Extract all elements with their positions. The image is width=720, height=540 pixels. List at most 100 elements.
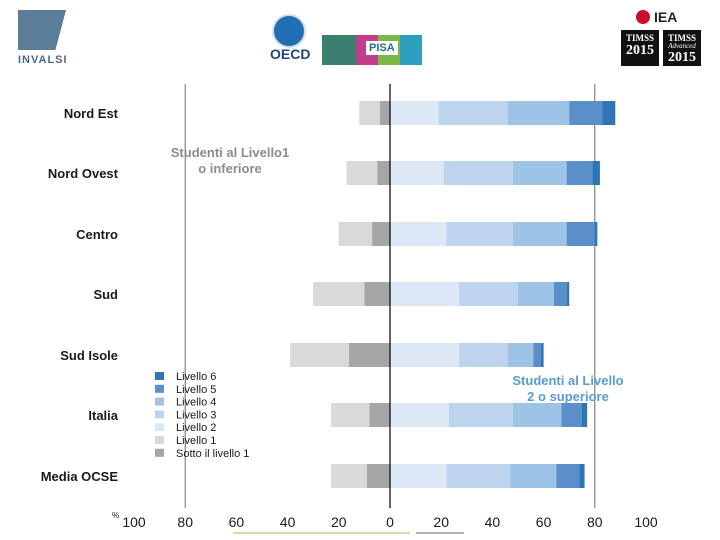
bar-segment — [448, 403, 513, 427]
category-label: Nord Est — [64, 106, 119, 121]
bar-segment — [379, 101, 390, 125]
iea-logo: IEA — [636, 8, 696, 28]
x-tick-label: 100 — [122, 514, 146, 530]
timss-badge-year: 2015 — [668, 50, 696, 65]
category-label: Centro — [76, 227, 118, 242]
bar-segment — [377, 161, 390, 185]
bar-segment — [369, 403, 390, 427]
bar-segment — [579, 464, 585, 488]
bar-segment — [510, 464, 557, 488]
bar-segment — [594, 222, 598, 246]
legend-label: Livello 6 — [176, 371, 216, 383]
oecd-globe-icon — [272, 14, 306, 48]
bar-segment — [390, 343, 460, 367]
bar-segment — [459, 343, 508, 367]
bar-segment — [512, 161, 567, 185]
bar-segment — [349, 343, 390, 367]
bar-segment — [331, 403, 370, 427]
bar-segment — [346, 161, 378, 185]
annotation-left-line: Studenti al Livello1 — [171, 145, 289, 160]
legend-label: Livello 3 — [176, 409, 216, 421]
bar-segment — [438, 101, 508, 125]
legend-swatch — [155, 423, 164, 432]
legend-label: Livello 2 — [176, 422, 216, 434]
bar-segment — [592, 161, 600, 185]
legend-label: Livello 1 — [176, 435, 216, 447]
bar-segment — [566, 282, 570, 306]
bar-segment — [331, 464, 367, 488]
bar-segment — [390, 464, 447, 488]
bar-segment — [569, 101, 603, 125]
oecd-logo: OECD — [268, 14, 324, 66]
bar-segment — [364, 282, 390, 306]
x-tick-label: 40 — [280, 514, 296, 530]
timss-badge-year: 2015 — [626, 43, 654, 58]
bar-segment — [512, 222, 567, 246]
bar-segment — [446, 222, 513, 246]
x-tick-label: 80 — [177, 514, 193, 530]
pisa-logo-text: PISA — [366, 41, 398, 55]
timss-advanced-2015-badge: TIMSS Advanced 2015 — [663, 30, 701, 66]
legend-swatch — [155, 384, 164, 393]
bar-segment — [390, 161, 444, 185]
bar-segment — [366, 464, 390, 488]
iea-logo-icon — [636, 10, 650, 24]
header: INVALSI OECD PISA IEA TIMSS 2015 TIMSS A… — [0, 0, 720, 80]
bar-segment — [582, 403, 588, 427]
bar-segment — [443, 161, 513, 185]
category-label: Sud Isole — [60, 348, 118, 363]
timss-badge-title: TIMSS — [625, 33, 654, 43]
timss-badge-title: TIMSS — [667, 33, 696, 43]
bar-segment — [556, 464, 580, 488]
oecd-logo-text: OECD — [270, 46, 311, 62]
bar-segment — [313, 282, 365, 306]
bar-segment — [390, 222, 447, 246]
bar-segment — [507, 101, 570, 125]
legend-swatch — [155, 436, 164, 444]
timss-badge-subtitle: Advanced — [668, 42, 696, 50]
bar-segment — [566, 161, 593, 185]
annotation-right-line: 2 o superiore — [527, 389, 609, 404]
timss-2015-badge: TIMSS 2015 — [621, 30, 659, 66]
bar-segment — [566, 222, 595, 246]
legend-swatch — [155, 372, 164, 380]
x-tick-label: 100 — [634, 514, 658, 530]
bar-segment — [459, 282, 518, 306]
bar-segment — [602, 101, 616, 125]
bar-segment — [372, 222, 390, 246]
bar-segment — [359, 101, 380, 125]
bar-segment — [553, 282, 567, 306]
legend-swatch — [155, 448, 164, 457]
x-tick-label: 60 — [536, 514, 552, 530]
category-label: Sud — [93, 287, 118, 302]
bar-segment — [507, 343, 534, 367]
bar-segment — [533, 343, 542, 367]
bar-segment — [512, 403, 562, 427]
x-tick-label: 20 — [331, 514, 347, 530]
category-label: Nord Ovest — [48, 166, 119, 181]
bar-segment — [518, 282, 554, 306]
legend-label: Livello 4 — [176, 397, 216, 409]
bar-segment — [338, 222, 373, 246]
x-tick-label: 40 — [485, 514, 501, 530]
bar-segment — [446, 464, 511, 488]
pisa-logo-block — [400, 35, 422, 65]
annotation-left-line: o inferiore — [198, 161, 262, 176]
invalsi-logo-text: INVALSI — [18, 54, 68, 66]
pisa-logo-block — [322, 35, 356, 65]
x-tick-label: 80 — [587, 514, 603, 530]
annotation-right-line: Studenti al Livello — [512, 373, 623, 388]
bar-segment — [390, 101, 439, 125]
legend-swatch — [155, 410, 164, 419]
bar-segment — [290, 343, 350, 367]
category-label: Italia — [88, 408, 118, 423]
legend-label: Sotto il livello 1 — [176, 448, 249, 460]
legend-label: Livello 5 — [176, 384, 216, 396]
invalsi-logo: INVALSI — [18, 10, 72, 66]
x-tick-label: 0 — [386, 514, 394, 530]
x-tick-label: 60 — [229, 514, 245, 530]
bar-segment — [561, 403, 582, 427]
iea-logo-text: IEA — [654, 9, 678, 25]
unit-label: % — [112, 511, 119, 520]
